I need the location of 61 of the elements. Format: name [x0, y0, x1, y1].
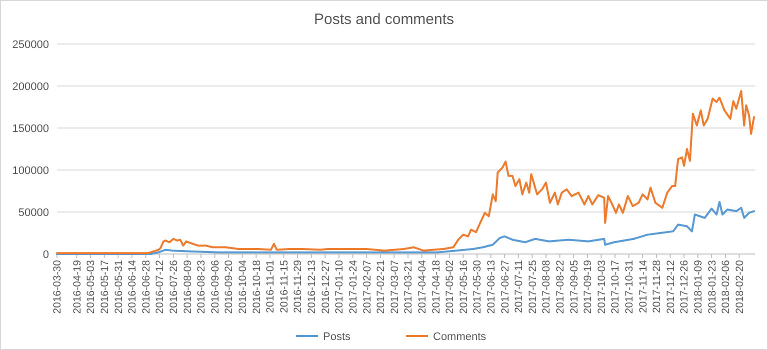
x-tick-label: 2017-11-14 — [637, 260, 650, 313]
x-tick-label: 2017-09-19 — [582, 260, 594, 314]
x-tick-label: 2018-02-06 — [720, 260, 732, 314]
x-tick-label: 2016-06-14 — [126, 260, 139, 314]
x-tick-label: 2017-08-08 — [540, 260, 553, 314]
legend-label: Comments — [433, 330, 487, 343]
x-tick-label: 2016-12-27 — [320, 260, 332, 314]
y-tick-label: 200000 — [12, 80, 49, 93]
line-series — [56, 90, 756, 254]
x-tick-label: 2017-05-02 — [444, 260, 456, 314]
x-tick-label: 2017-10-17 — [610, 260, 622, 314]
x-tick-label: 2016-08-23 — [196, 260, 208, 314]
x-tick-label: 2016-11-15 — [278, 260, 290, 313]
x-tick-label: 2017-03-07 — [388, 260, 401, 314]
legend-label: Posts — [323, 330, 352, 343]
y-tick-label: 250000 — [12, 38, 49, 51]
x-tick-label: 2017-01-10 — [334, 260, 346, 314]
x-tick-label: 2017-01-24 — [347, 260, 360, 314]
x-tick-label: 2017-02-07 — [361, 260, 374, 314]
x-tick-label: 2017-07-25 — [526, 260, 539, 314]
x-tick-label: 2016-08-09 — [182, 260, 194, 314]
x-tick-label: 2017-03-21 — [402, 260, 415, 314]
x-tick-label: 2016-10-18 — [250, 260, 263, 314]
x-tick-label: 2017-02-21 — [375, 260, 388, 314]
x-tick-label: 2017-11-28 — [651, 260, 664, 313]
y-tick-label: 100000 — [12, 164, 49, 177]
x-tick-label: 2017-05-30 — [472, 260, 484, 314]
x-tick-label: 2016-05-03 — [85, 260, 98, 314]
x-tick-label: 2017-09-05 — [568, 260, 580, 314]
x-tick-label: 2018-02-20 — [734, 260, 746, 314]
x-tick-label: 2016-12-13 — [306, 260, 318, 314]
x-tick-label: 2017-04-18 — [430, 260, 442, 314]
x-tick-label: 2017-04-04 — [416, 260, 428, 314]
y-tick-label: 0 — [42, 248, 49, 261]
x-tick-label: 2017-08-22 — [554, 260, 566, 314]
x-tick-label: 2017-10-31 — [623, 260, 636, 314]
x-tick-label: 2016-11-01 — [264, 260, 277, 313]
y-tick-label: 50000 — [18, 206, 49, 219]
x-tick-label: 2017-07-11 — [513, 260, 526, 313]
chart-title: Posts and comments — [314, 11, 454, 28]
x-tick-label: 2017-12-12 — [664, 260, 677, 314]
x-tick-label: 2016-05-17 — [98, 260, 111, 314]
x-tick-label: 2016-04-19 — [71, 260, 84, 314]
x-tick-label: 2017-05-16 — [458, 260, 470, 314]
x-tick-label: 2016-10-04 — [237, 260, 250, 314]
x-tick-label: 2017-06-13 — [485, 260, 498, 314]
x-tick-label: 2016-07-12 — [154, 260, 166, 314]
x-tick-label: 2017-06-27 — [499, 260, 512, 314]
x-tick-label: 2016-05-31 — [112, 260, 125, 314]
x-tick-label: 2018-01-23 — [706, 260, 718, 314]
x-tick-label: 2016-11-29 — [292, 260, 304, 313]
x-tick-label: 2016-09-20 — [223, 260, 236, 314]
x-tick-label: 2016-07-26 — [168, 260, 180, 314]
line-series — [56, 200, 756, 255]
x-tick-label: 2016-06-28 — [140, 260, 152, 314]
x-tick-label: 2018-01-09 — [692, 260, 704, 314]
x-tick-label: 2016-09-06 — [209, 260, 222, 314]
y-tick-label: 150000 — [12, 122, 49, 135]
x-tick-label: 2017-10-03 — [596, 260, 608, 314]
x-tick-label: 2017-12-26 — [678, 260, 691, 314]
x-tick-label: 2016-03-30 — [52, 260, 64, 314]
